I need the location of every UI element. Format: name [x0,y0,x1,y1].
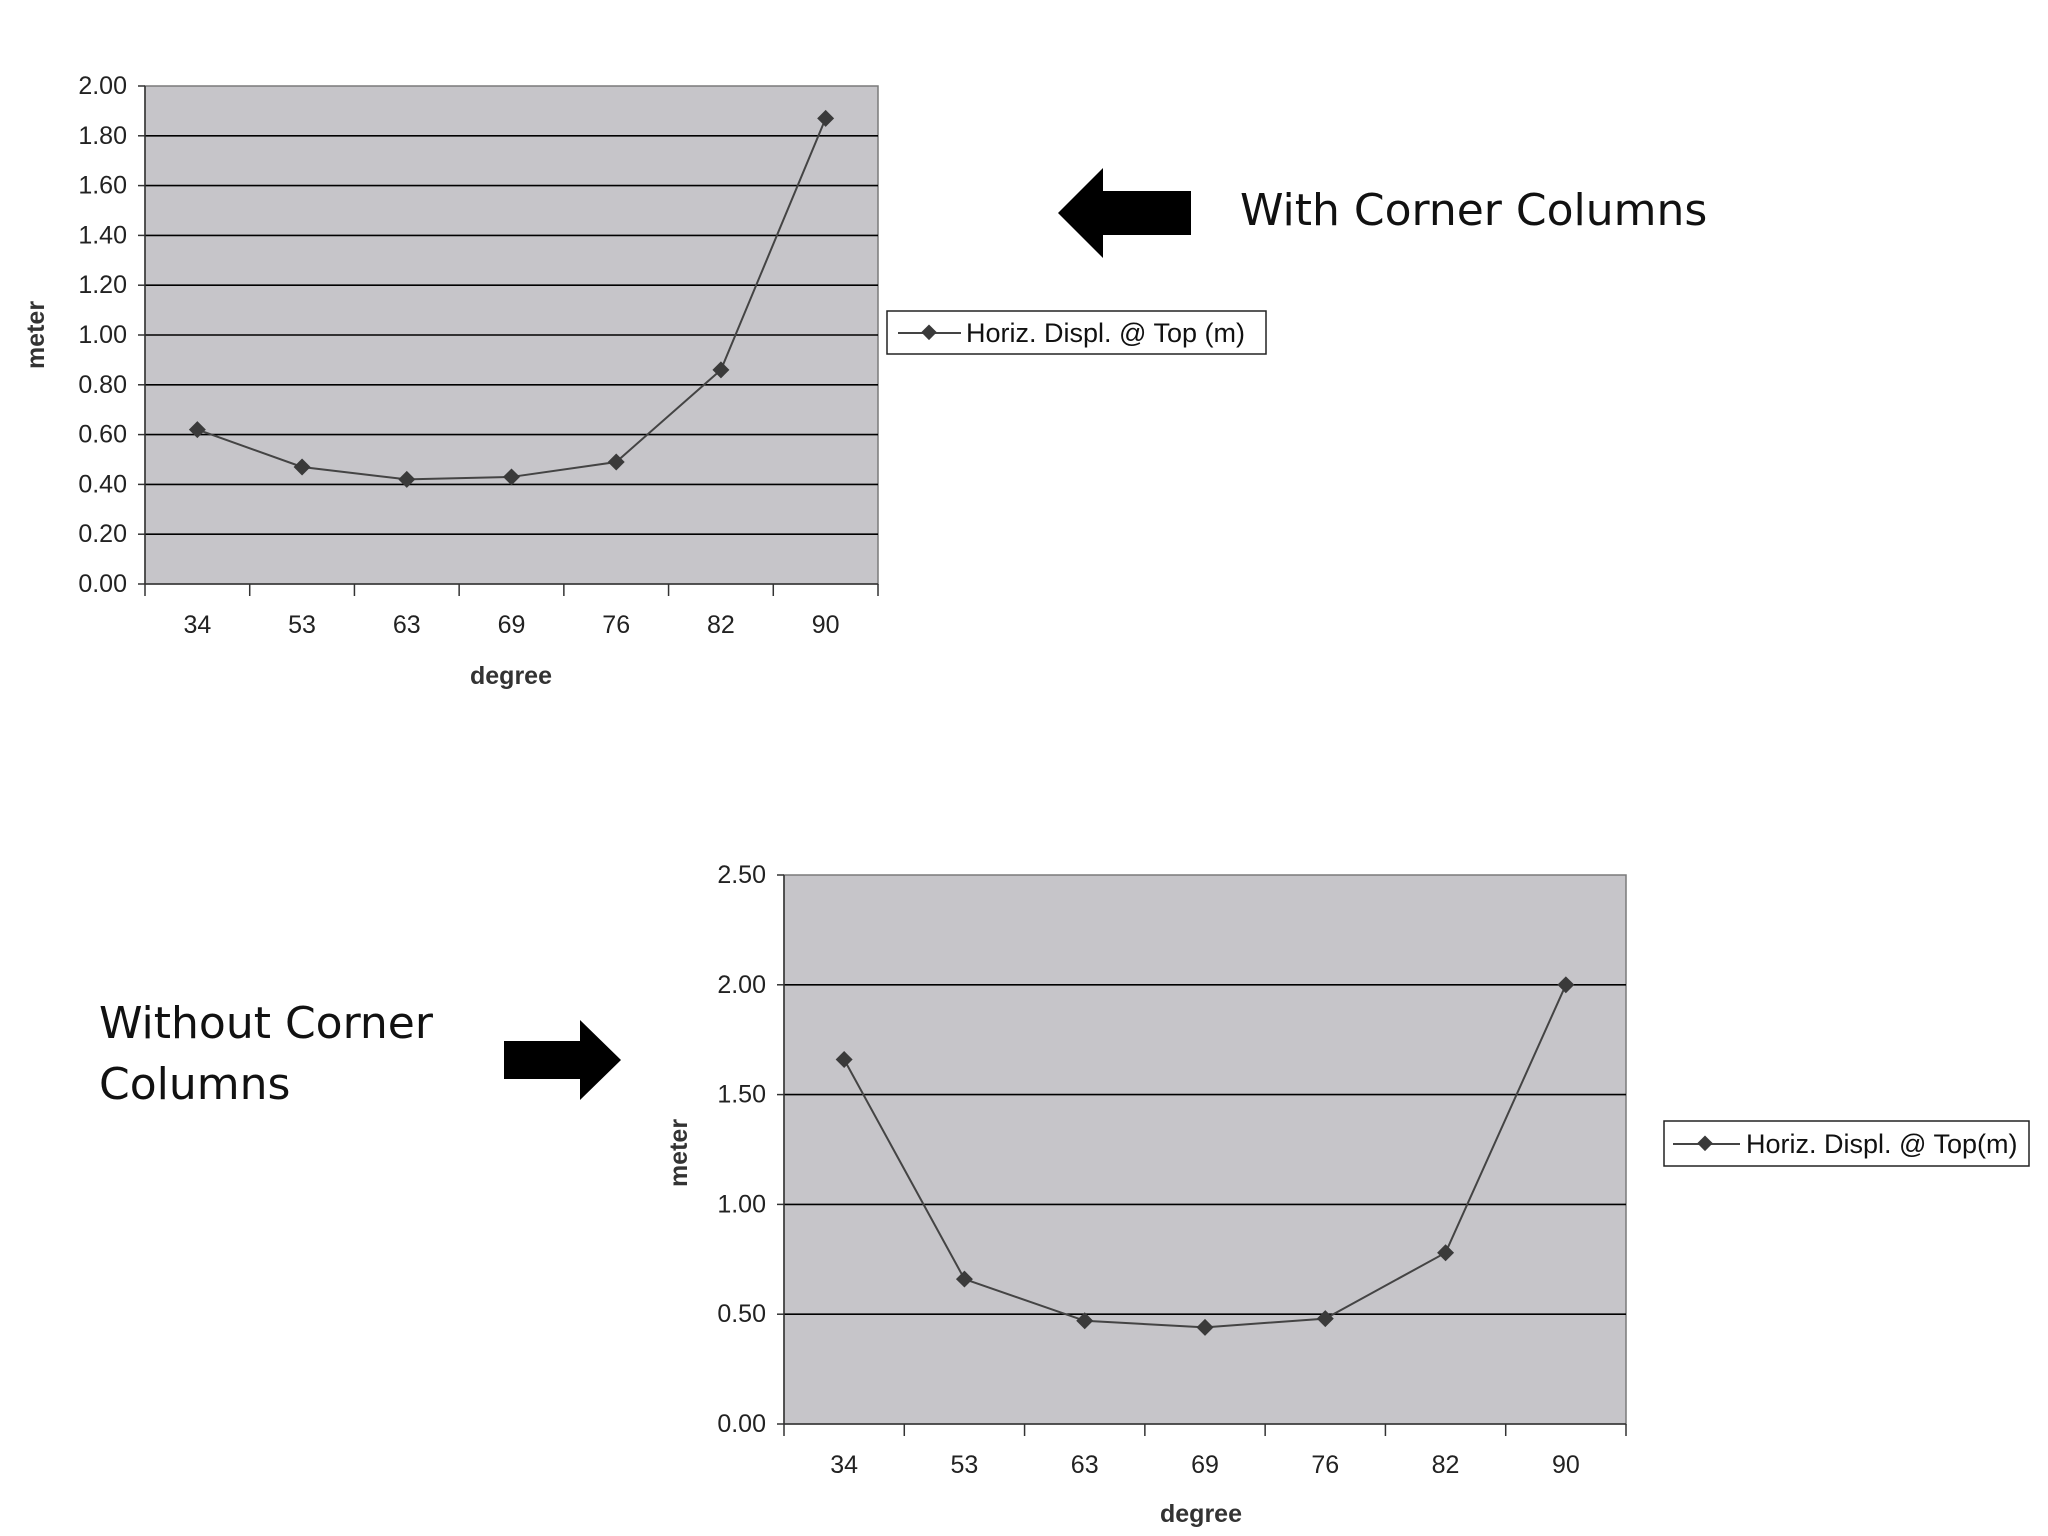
y-axis-title: meter [665,1119,693,1187]
y-tick-label: 2.00 [717,971,766,999]
callout-without-corner-columns: Without Corner Columns [99,998,433,1110]
arrow-right-icon [504,1020,621,1100]
legend-marker [921,324,937,341]
data-point [293,458,311,476]
data-point [1196,1318,1214,1336]
x-tick-label: 90 [1552,1451,1580,1479]
x-tick-label: 34 [830,1451,858,1479]
x-tick-label: 53 [951,1451,979,1479]
y-tick-label: 1.00 [78,321,127,349]
data-point [503,468,520,486]
y-tick-label: 0.00 [717,1410,766,1438]
data-point [607,453,625,471]
x-tick-label: 53 [288,611,316,639]
x-axis-title: degree [1160,1500,1242,1528]
data-point [1557,976,1575,994]
data-point [1437,1244,1455,1262]
y-tick-label: 2.50 [717,861,766,889]
chart-with-corner-columns: 0.00 0.20 0.40 0.60 0.80 1.00 1.20 1.40 1.60 1.80… [22,72,1267,690]
y-tick-label: 0.50 [717,1300,766,1328]
y-tick-label: 0.60 [78,421,127,449]
data-point [835,1050,853,1068]
y-tick-label: 1.20 [78,271,127,299]
y-tick-label: 1.40 [78,221,127,249]
y-tick-label: 1.80 [78,122,127,150]
plot-area [783,874,1627,1425]
x-tick-label: 76 [1311,1451,1339,1479]
x-tick-label: 69 [1191,1451,1219,1479]
x-tick-label: 82 [1432,1451,1460,1479]
data-point [1076,1312,1094,1330]
legend-label: Horiz. Displ. @ Top(m) [1746,1129,2017,1159]
x-tick-label: 69 [498,611,526,639]
data-point [398,470,416,488]
x-axis-title: degree [470,662,552,690]
y-tick-label: 0.80 [78,371,127,399]
legend: Horiz. Displ. @ Top (m) [886,310,1267,355]
y-tick-label: 1.00 [717,1190,766,1218]
legend-label: Horiz. Displ. @ Top (m) [966,318,1245,348]
y-axis-title: meter [22,301,50,369]
arrow-left-icon [1058,168,1191,258]
callout-with-corner-columns: With Corner Columns [1240,185,1708,236]
y-tick-label: 0.00 [78,570,127,598]
y-tick-label: 2.00 [78,72,127,100]
data-point [955,1270,973,1288]
x-tick-label: 63 [393,611,421,639]
legend-marker [1697,1135,1713,1152]
x-tick-label: 76 [602,611,630,639]
x-tick-label: 90 [812,611,840,639]
y-tick-label: 0.40 [78,470,127,498]
data-point [1316,1310,1334,1328]
data-point [817,109,835,127]
y-tick-label: 1.60 [78,172,127,200]
y-tick-label: 0.20 [78,520,127,548]
legend: Horiz. Displ. @ Top(m) [1663,1120,2030,1167]
data-point [712,361,730,379]
y-tick-label: 1.50 [717,1081,766,1109]
x-tick-label: 34 [183,611,211,639]
data-point [188,421,206,439]
x-tick-label: 82 [707,611,735,639]
x-tick-label: 63 [1071,1451,1099,1479]
